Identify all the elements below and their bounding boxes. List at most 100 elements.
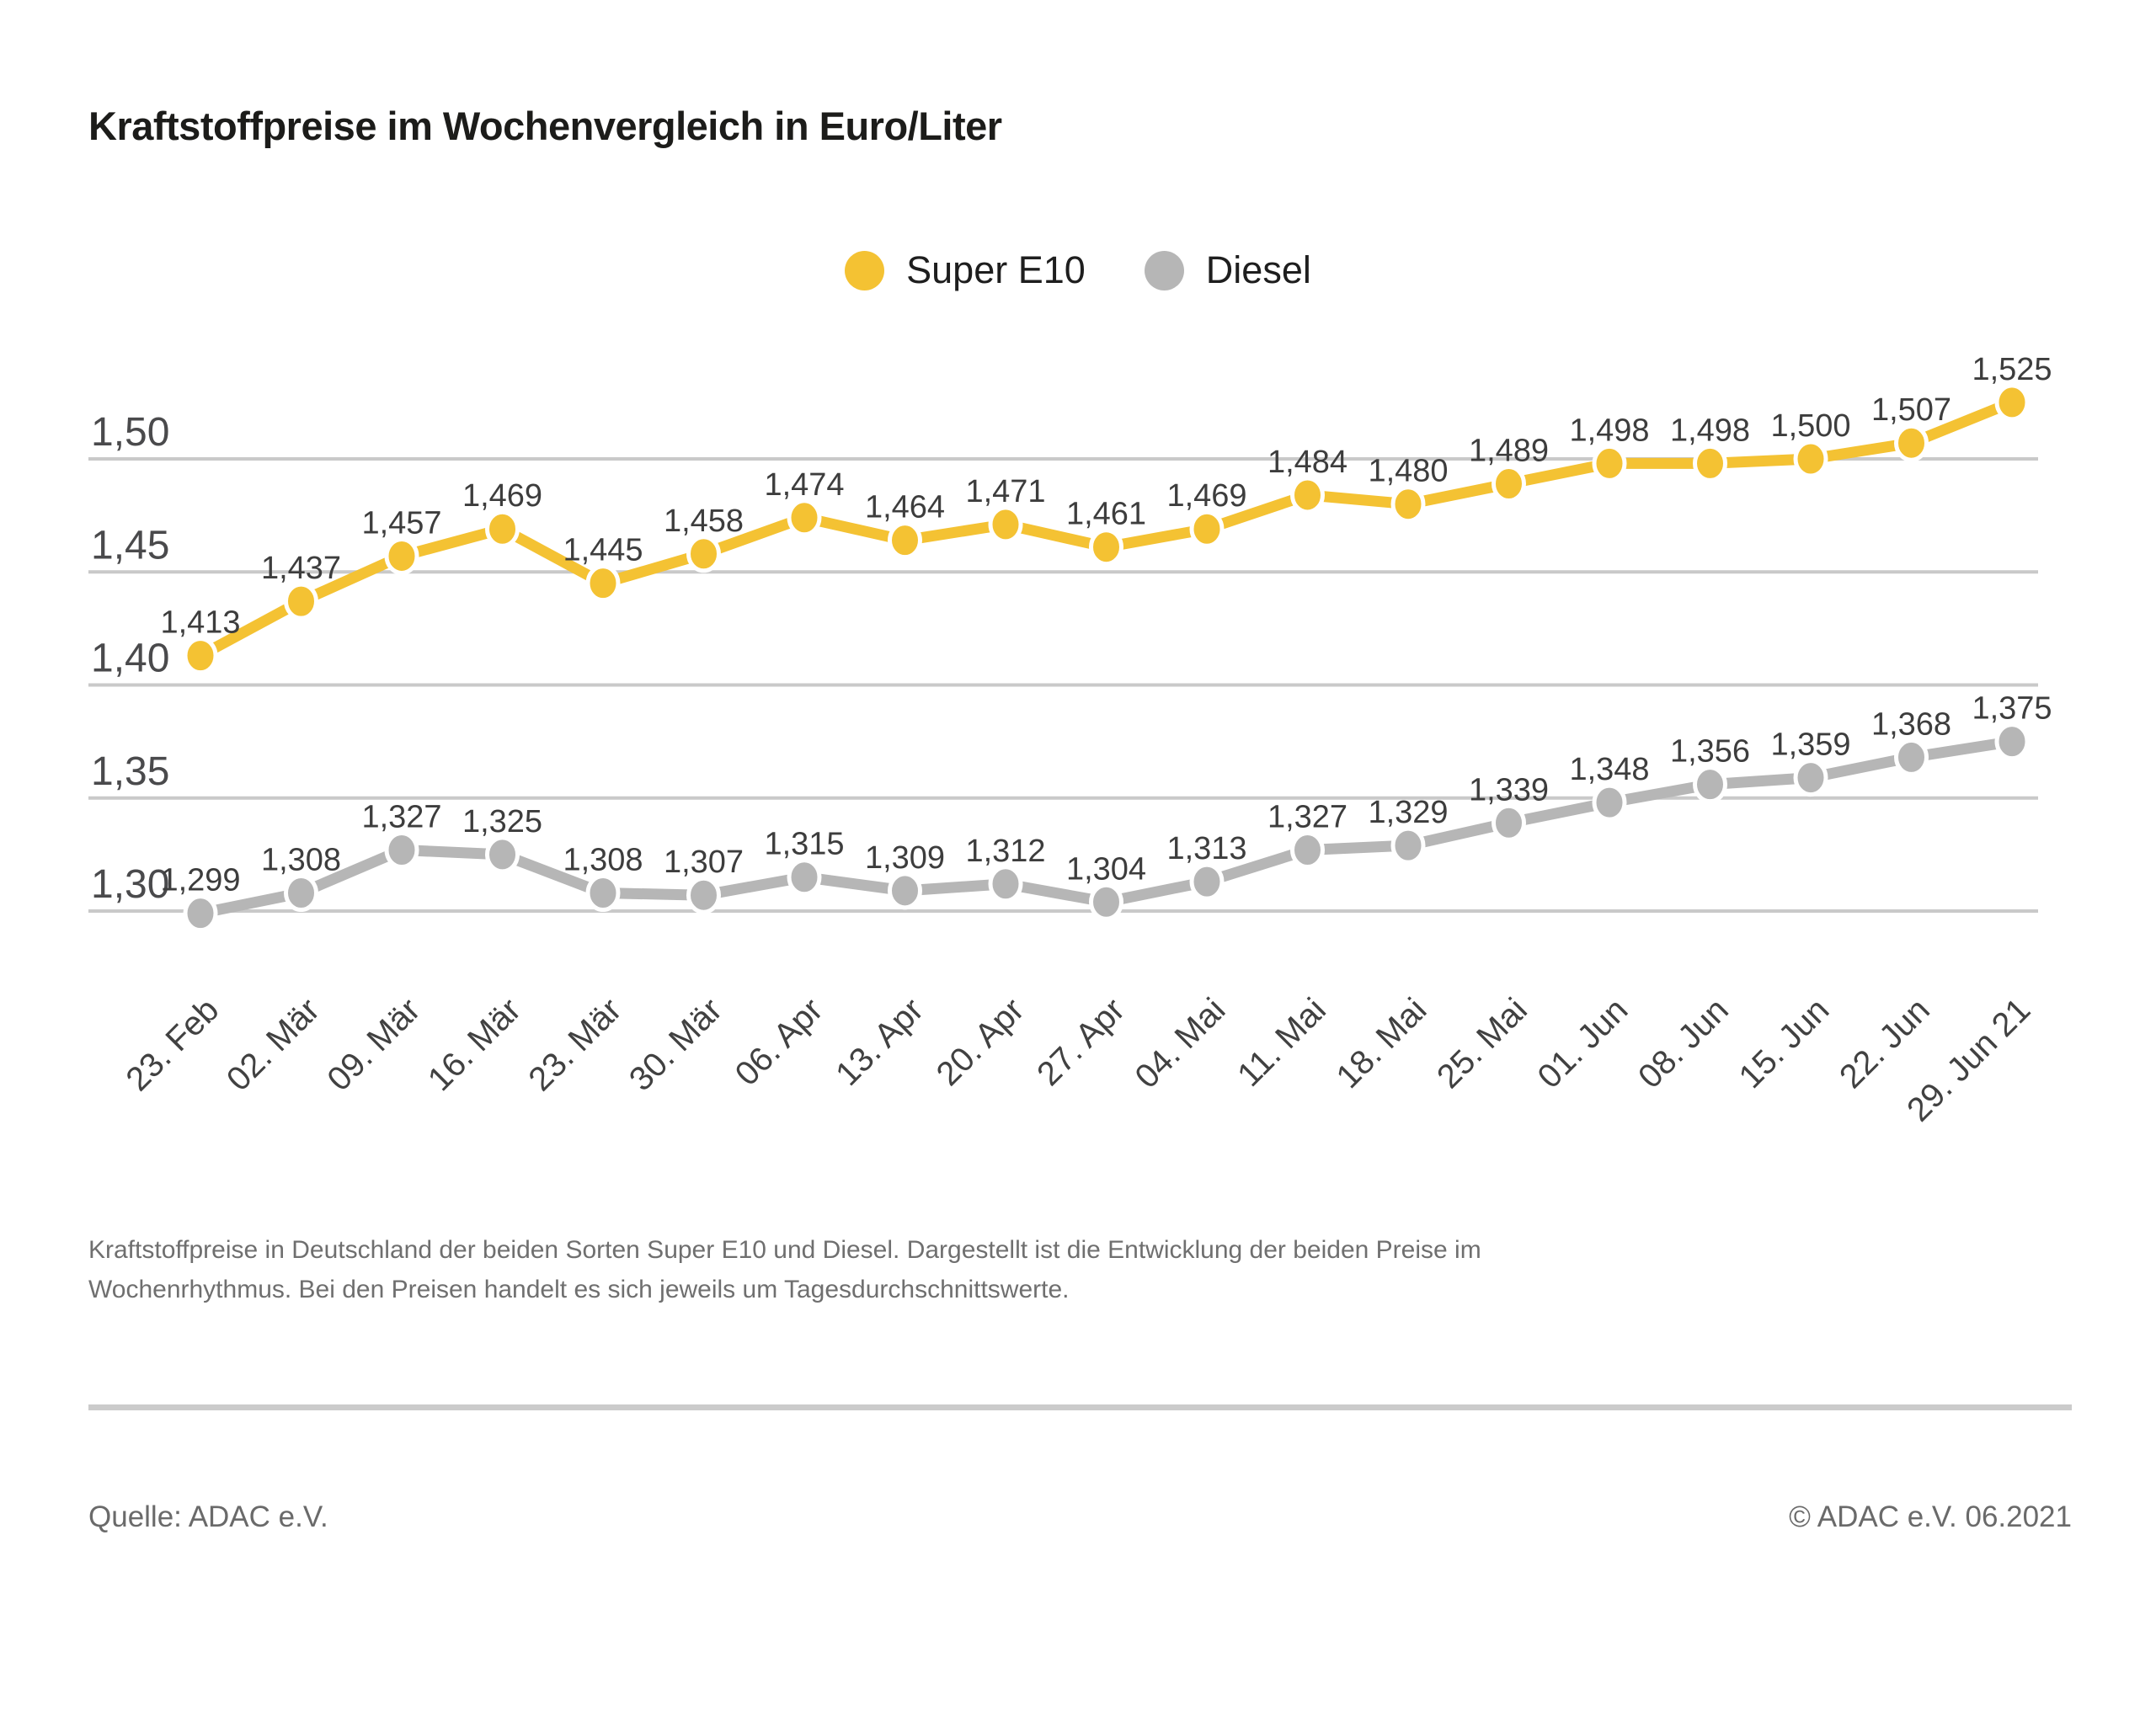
x-axis-tick-label: 22. Jun xyxy=(1833,991,1937,1095)
data-label-diesel: 1,339 xyxy=(1469,772,1549,807)
data-label-diesel: 1,304 xyxy=(1066,851,1146,887)
data-point-super-e10 xyxy=(787,498,822,537)
data-label-super-e10: 1,437 xyxy=(261,551,341,586)
y-axis-tick-label: 1,45 xyxy=(91,523,169,568)
x-axis-tick-label: 01. Jun xyxy=(1530,991,1635,1095)
data-label-diesel: 1,313 xyxy=(1166,831,1246,866)
data-point-super-e10 xyxy=(384,536,419,575)
x-axis-tick-label: 13. Apr xyxy=(829,991,931,1093)
footer: Quelle: ADAC e.V. © ADAC e.V. 06.2021 xyxy=(88,1500,2072,1534)
x-axis-tick-label: 23. Mär xyxy=(521,991,628,1098)
data-label-diesel: 1,327 xyxy=(361,800,441,835)
data-point-super-e10 xyxy=(1290,476,1325,514)
data-label-diesel: 1,315 xyxy=(764,827,844,862)
data-point-diesel xyxy=(485,835,520,874)
y-axis-tick-label: 1,30 xyxy=(91,862,169,907)
data-label-diesel: 1,312 xyxy=(965,834,1045,869)
data-label-diesel: 1,368 xyxy=(1871,706,1951,742)
data-point-diesel xyxy=(585,874,621,913)
data-point-diesel xyxy=(888,871,922,910)
data-label-super-e10: 1,458 xyxy=(664,504,744,539)
legend-item-diesel: Diesel xyxy=(1144,248,1311,292)
data-label-super-e10: 1,413 xyxy=(160,605,240,641)
x-axis-tick-label: 08. Jun xyxy=(1631,991,1736,1095)
legend: Super E10 Diesel xyxy=(0,248,2156,292)
data-point-super-e10 xyxy=(1492,465,1526,504)
data-label-super-e10: 1,484 xyxy=(1267,445,1348,480)
data-label-super-e10: 1,489 xyxy=(1469,434,1549,469)
data-point-super-e10 xyxy=(1592,444,1627,482)
x-axis-tick-label: 23. Feb xyxy=(119,991,226,1098)
data-point-diesel xyxy=(384,831,419,870)
data-label-diesel: 1,359 xyxy=(1770,727,1850,763)
x-axis-tick-label: 02. Mär xyxy=(220,991,327,1098)
x-axis-tick-label: 18. Mai xyxy=(1329,991,1433,1095)
data-point-super-e10 xyxy=(585,564,621,603)
data-point-diesel xyxy=(686,876,721,914)
data-point-super-e10 xyxy=(1894,424,1929,462)
data-label-super-e10: 1,498 xyxy=(1670,413,1750,448)
x-axis-tick-label: 06. Apr xyxy=(728,991,830,1093)
data-label-diesel: 1,356 xyxy=(1670,734,1750,770)
data-label-super-e10: 1,469 xyxy=(1166,478,1246,514)
data-point-super-e10 xyxy=(284,582,318,621)
data-label-diesel: 1,309 xyxy=(865,840,945,876)
x-axis-tick-label: 09. Mär xyxy=(320,991,427,1098)
chart-description: Kraftstoffpreise in Deutschland der beid… xyxy=(88,1236,1481,1303)
x-axis-tick-label: 11. Mai xyxy=(1230,991,1333,1094)
data-point-super-e10 xyxy=(1994,383,2030,422)
data-label-super-e10: 1,480 xyxy=(1368,454,1448,489)
x-axis-tick-label: 04. Mai xyxy=(1128,991,1232,1095)
data-point-super-e10 xyxy=(183,637,218,675)
data-label-super-e10: 1,525 xyxy=(1972,352,2052,387)
x-axis-tick-label: 30. Mär xyxy=(622,991,729,1098)
x-axis-tick-label: 15. Jun xyxy=(1732,991,1836,1095)
data-label-diesel: 1,308 xyxy=(261,843,341,878)
x-axis-tick-label: 20. Apr xyxy=(930,991,1032,1093)
data-point-super-e10 xyxy=(485,509,520,548)
data-point-diesel xyxy=(1390,826,1426,865)
x-axis-tick-label: 16. Mär xyxy=(421,991,528,1098)
data-point-super-e10 xyxy=(686,535,721,573)
data-label-diesel: 1,308 xyxy=(563,843,643,878)
y-axis-tick-label: 1,35 xyxy=(91,749,169,794)
page-title: Kraftstoffpreise im Wochenvergleich in E… xyxy=(88,104,1002,148)
data-point-diesel xyxy=(1492,803,1526,842)
legend-item-super-e10: Super E10 xyxy=(845,248,1086,292)
data-label-diesel: 1,329 xyxy=(1368,795,1448,830)
data-point-diesel xyxy=(1693,765,1727,804)
data-point-super-e10 xyxy=(1189,509,1225,548)
data-label-super-e10: 1,464 xyxy=(865,490,945,525)
data-point-diesel xyxy=(1793,759,1828,797)
data-point-diesel xyxy=(1189,862,1225,901)
data-point-diesel xyxy=(1894,738,1929,776)
legend-label-super-e10: Super E10 xyxy=(906,248,1086,291)
data-label-super-e10: 1,471 xyxy=(965,474,1045,509)
data-point-super-e10 xyxy=(888,521,922,560)
data-label-diesel: 1,325 xyxy=(462,804,542,839)
data-label-super-e10: 1,500 xyxy=(1770,408,1850,444)
data-point-diesel xyxy=(1592,783,1627,822)
data-label-diesel: 1,375 xyxy=(1972,691,2052,727)
legend-label-diesel: Diesel xyxy=(1205,248,1311,291)
legend-swatch-super-e10-icon xyxy=(845,250,885,290)
data-point-diesel xyxy=(988,865,1023,903)
data-point-diesel xyxy=(1290,831,1325,870)
copyright-label: © ADAC e.V. 06.2021 xyxy=(1789,1500,2072,1533)
x-axis-tick-label: 27. Apr xyxy=(1030,991,1132,1093)
data-label-super-e10: 1,457 xyxy=(361,505,441,541)
data-point-diesel xyxy=(1089,882,1123,921)
data-point-super-e10 xyxy=(1693,444,1727,482)
x-axis-tick-label: 25. Mai xyxy=(1430,991,1534,1095)
data-label-super-e10: 1,445 xyxy=(563,533,643,568)
data-point-diesel xyxy=(787,858,822,897)
data-label-super-e10: 1,474 xyxy=(764,467,844,503)
data-label-diesel: 1,299 xyxy=(160,863,240,898)
y-axis-tick-label: 1,50 xyxy=(91,410,169,455)
source-label: Quelle: ADAC e.V. xyxy=(88,1500,328,1533)
data-label-diesel: 1,307 xyxy=(664,845,744,880)
data-point-diesel xyxy=(1994,722,2030,761)
data-label-diesel: 1,348 xyxy=(1569,752,1649,787)
